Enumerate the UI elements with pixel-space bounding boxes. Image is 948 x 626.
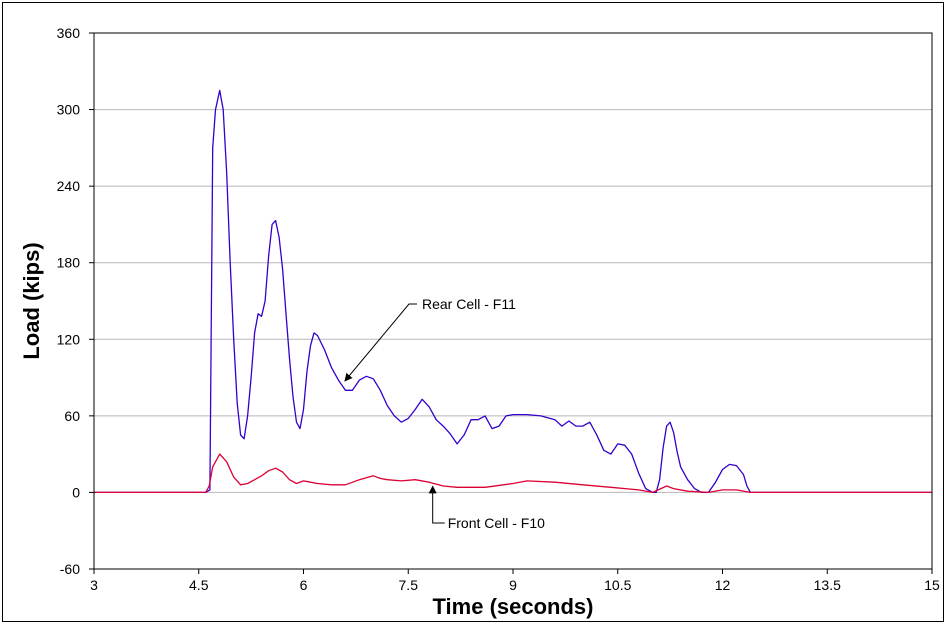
y-tick-label: 360 <box>57 25 81 41</box>
annotation-leader-rear <box>344 303 417 382</box>
annotation-label-front: Front Cell - F10 <box>448 515 545 531</box>
x-tick-label: 7.5 <box>399 577 419 593</box>
x-tick-label: 15 <box>924 577 940 593</box>
x-tick-label: 12 <box>715 577 731 593</box>
x-tick-label: 9 <box>509 577 517 593</box>
series-line-rear-cell-f11 <box>94 89 932 494</box>
y-tick-label: 300 <box>57 102 81 118</box>
x-tick-label: 6 <box>300 577 308 593</box>
x-axis-ticks: 3 4.5 6 7.5 9 10.5 12 13.5 15 <box>90 569 940 593</box>
y-tick-label: -60 <box>60 561 80 577</box>
series-line-front-cell-f10 <box>94 453 932 494</box>
y-axis-title: Load (kips) <box>19 242 44 359</box>
x-tick-label: 4.5 <box>189 577 209 593</box>
y-tick-label: 60 <box>64 408 80 424</box>
y-tick-label: 120 <box>57 331 81 347</box>
load-time-chart: 3 4.5 6 7.5 9 10.5 12 13.5 15 -60 0 60 120 180 240 300… <box>19 25 940 619</box>
x-tick-label: 3 <box>90 577 98 593</box>
y-tick-label: 0 <box>72 484 80 500</box>
annotation-leader-front <box>428 485 445 524</box>
x-tick-label: 13.5 <box>814 577 841 593</box>
x-axis-title: Time (seconds) <box>433 594 594 619</box>
x-tick-label: 10.5 <box>604 577 631 593</box>
plot-area <box>94 33 932 569</box>
y-tick-label: 240 <box>57 178 81 194</box>
series-layer <box>94 89 932 494</box>
y-axis-ticks: -60 0 60 120 180 240 300 360 <box>57 25 94 577</box>
annotations: Rear Cell - F11 Front Cell - F10 <box>344 296 545 531</box>
annotation-label-rear: Rear Cell - F11 <box>422 296 516 312</box>
y-tick-label: 180 <box>57 255 81 271</box>
